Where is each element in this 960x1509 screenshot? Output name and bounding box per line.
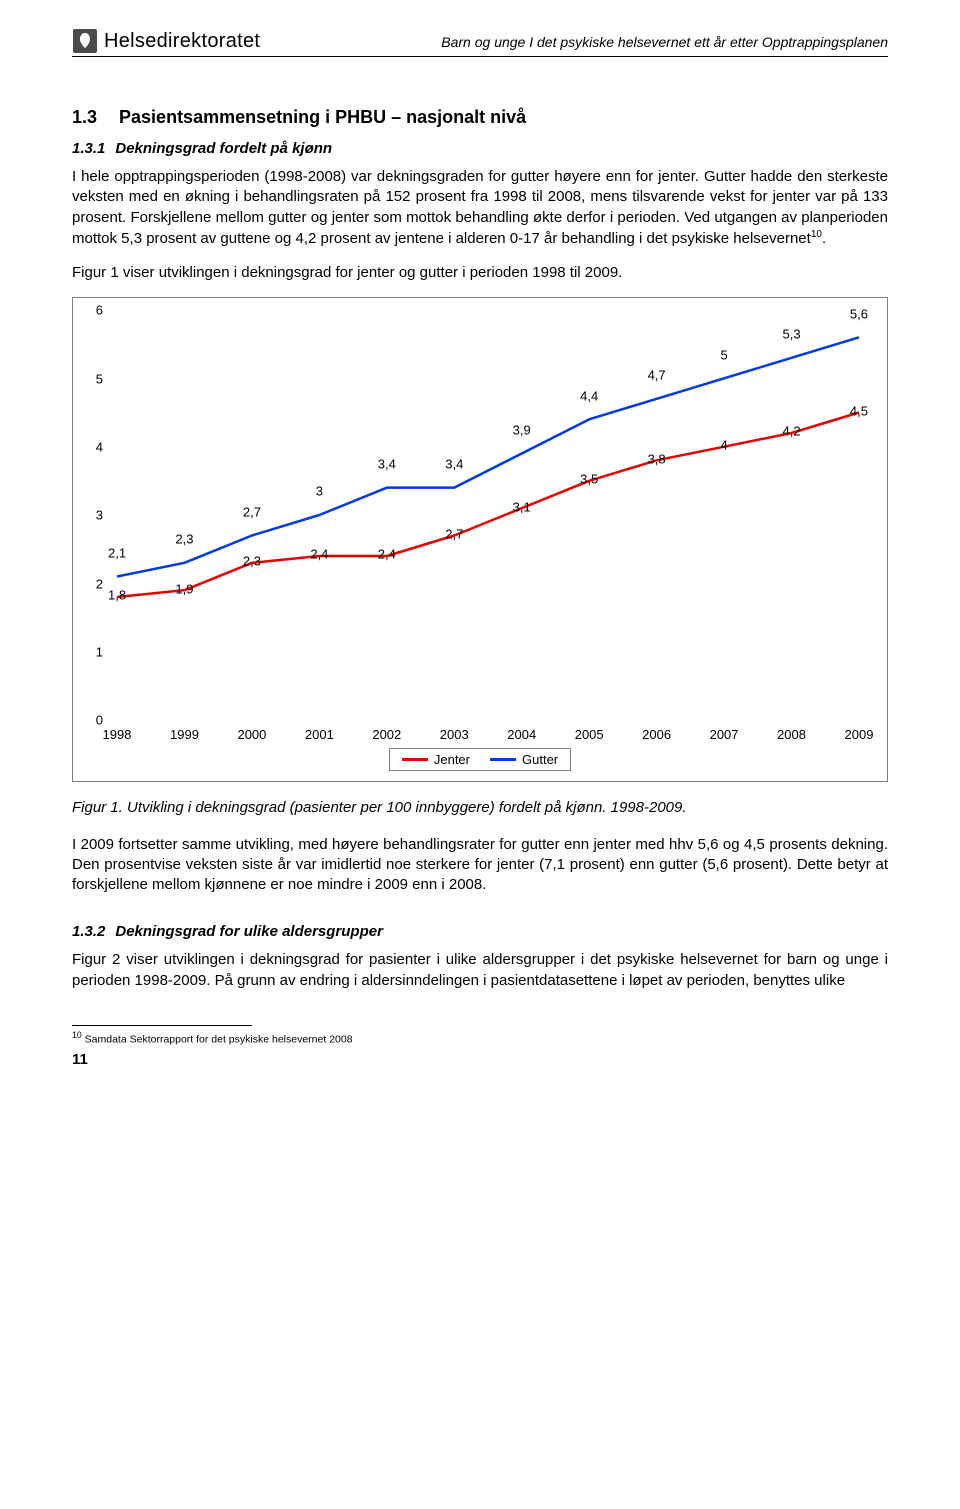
subheading-text: Dekningsgrad for ulike aldersgrupper (115, 923, 383, 940)
x-tick-label: 2004 (507, 727, 536, 742)
y-tick-label: 1 (85, 644, 103, 659)
footnote-10: 10 Samdata Sektorrapport for det psykisk… (72, 1030, 888, 1047)
chart-data-label: 3,9 (513, 422, 531, 437)
x-tick-label: 2006 (642, 727, 671, 742)
x-tick-label: 2007 (710, 727, 739, 742)
y-tick-label: 4 (85, 439, 103, 454)
chart-data-label: 2,4 (310, 547, 328, 562)
footnote-text: Samdata Sektorrapport for det psykiske h… (82, 1033, 353, 1045)
chart-data-label: 4 (720, 438, 727, 453)
page: Helsedirektoratet Barn og unge I det psy… (0, 0, 960, 1092)
figure-1-chart: 0 1 2 3 4 5 6 1998 1999 2000 2001 2002 2003 2004 2005 2… (72, 297, 888, 782)
y-tick-label: 0 (85, 713, 103, 728)
chart-data-label: 4,4 (580, 388, 598, 403)
paragraph-tail: . (822, 230, 826, 247)
x-tick-label: 2001 (305, 727, 334, 742)
chart-data-label: 4,2 (782, 424, 800, 439)
page-number: 11 (72, 1051, 888, 1068)
legend-item-jenter: Jenter (402, 752, 470, 767)
x-tick-label: 2003 (440, 727, 469, 742)
footnote-ref-10: 10 (811, 229, 822, 240)
chart-data-label: 2,3 (175, 532, 193, 547)
x-tick-label: 2009 (845, 727, 874, 742)
y-tick-label: 5 (85, 371, 103, 386)
y-tick-label: 6 (85, 303, 103, 318)
subheading-number: 1.3.1 (72, 140, 105, 157)
x-tick-label: 1998 (103, 727, 132, 742)
x-tick-label: 2008 (777, 727, 806, 742)
y-tick-label: 3 (85, 508, 103, 523)
heading-number: 1.3 (72, 107, 97, 127)
chart-data-label: 1,8 (108, 588, 126, 603)
heading-1-3: 1.3 Pasientsammensetning i PHBU – nasjona… (72, 107, 888, 128)
chart-data-label: 3,8 (648, 451, 666, 466)
legend-box: Jenter Gutter (389, 748, 571, 771)
chart-data-label: 1,9 (175, 581, 193, 596)
chart-data-label: 2,4 (378, 547, 396, 562)
chart-data-label: 2,7 (445, 526, 463, 541)
chart-data-label: 4,5 (850, 403, 868, 418)
chart-data-label: 3,4 (378, 456, 396, 471)
legend-label-gutter: Gutter (522, 752, 558, 767)
chart-svg (107, 310, 869, 720)
legend-swatch-jenter (402, 758, 428, 761)
paragraph-fig-intro: Figur 1 viser utviklingen i dekningsgrad… (72, 263, 888, 283)
footnote-number: 10 (72, 1030, 82, 1040)
brand-block: Helsedirektoratet (72, 28, 260, 54)
heading-text: Pasientsammensetning i PHBU – nasjonalt … (119, 107, 526, 127)
subheading-number: 1.3.2 (72, 923, 105, 940)
brand-name: Helsedirektoratet (104, 30, 260, 53)
paragraph-1-3-2: Figur 2 viser utviklingen i dekningsgrad… (72, 950, 888, 991)
figure-1-caption: Figur 1. Utvikling i dekningsgrad (pasie… (72, 798, 888, 818)
x-tick-label: 2000 (237, 727, 266, 742)
chart-plot-area: 0123456199819992000200120022003200420052… (107, 310, 869, 720)
subheading-text: Dekningsgrad fordelt på kjønn (115, 140, 332, 157)
chart-data-label: 2,1 (108, 545, 126, 560)
paragraph-intro: I hele opptrappingsperioden (1998-2008) … (72, 167, 888, 249)
page-header: Helsedirektoratet Barn og unge I det psy… (72, 28, 888, 57)
paragraph-post-fig: I 2009 fortsetter samme utvikling, med h… (72, 835, 888, 896)
footnote-rule (72, 1025, 252, 1026)
chart-data-label: 4,7 (648, 368, 666, 383)
chart-data-label: 5,3 (782, 327, 800, 342)
chart-data-label: 5 (720, 347, 727, 362)
legend-swatch-gutter (490, 758, 516, 761)
x-tick-label: 2005 (575, 727, 604, 742)
brand-logo-icon (72, 28, 98, 54)
x-tick-label: 2002 (372, 727, 401, 742)
heading-1-3-1: 1.3.1 Dekningsgrad fordelt på kjønn (72, 140, 888, 157)
x-tick-label: 1999 (170, 727, 199, 742)
chart-data-label: 2,3 (243, 554, 261, 569)
chart-data-label: 2,7 (243, 504, 261, 519)
chart-legend: Jenter Gutter (83, 748, 877, 771)
y-tick-label: 2 (85, 576, 103, 591)
paragraph-text: I hele opptrappingsperioden (1998-2008) … (72, 168, 888, 247)
chart-data-label: 3,4 (445, 456, 463, 471)
legend-item-gutter: Gutter (490, 752, 558, 767)
chart-data-label: 5,6 (850, 306, 868, 321)
legend-label-jenter: Jenter (434, 752, 470, 767)
chart-data-label: 3 (316, 484, 323, 499)
chart-data-label: 3,1 (513, 499, 531, 514)
chart-data-label: 3,5 (580, 472, 598, 487)
heading-1-3-2: 1.3.2 Dekningsgrad for ulike aldersgruppe… (72, 923, 888, 940)
running-title: Barn og unge I det psykiske helsevernet … (260, 28, 888, 50)
